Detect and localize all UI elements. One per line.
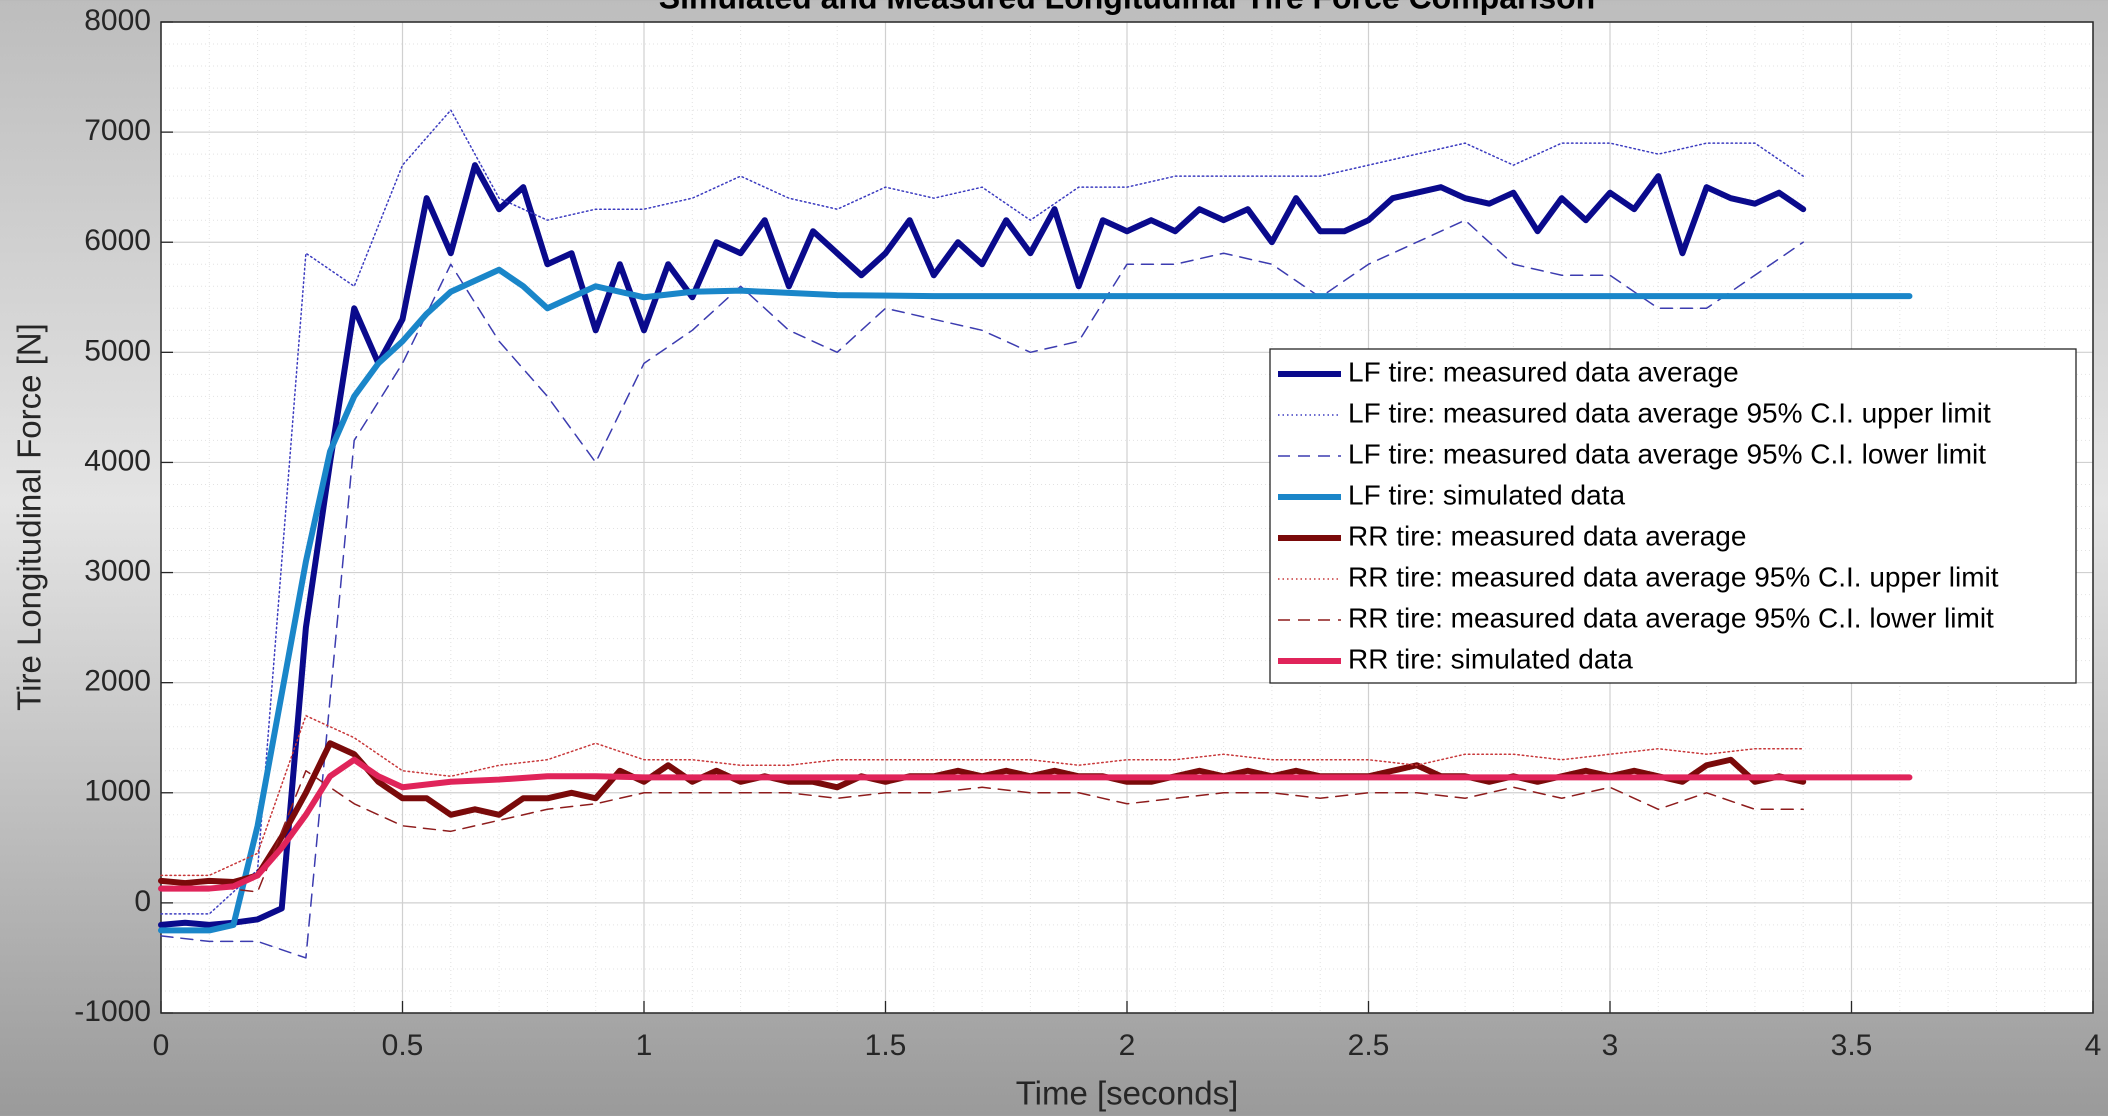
series-line [160,714,1804,877]
legend-box [1269,348,2077,684]
x-tick-label: 2 [1119,1029,1136,1062]
y-tick-label: -1000 [74,995,151,1028]
legend-label: RR tire: measured data average 95% C.I. … [1348,561,1999,592]
x-tick-label: 0 [153,1029,170,1062]
chart-title: Simulated and Measured Longitudinal Tire… [659,0,1595,15]
plot-frame [160,21,2094,1014]
legend-label: RR tire: measured data average 95% C.I. … [1348,602,1994,633]
y-tick-label: 8000 [84,4,151,37]
x-axis-label: Time [seconds] [1016,1075,1239,1112]
legend-label: RR tire: simulated data [1348,643,1633,674]
y-tick-label: 1000 [84,775,151,808]
y-tick-label: 6000 [84,224,151,257]
legend-label: LF tire: measured data average 95% C.I. … [1348,438,1986,469]
y-tick-label: 3000 [84,554,151,587]
series-line [158,162,1807,928]
y-tick-label: 7000 [84,114,151,147]
series-line [160,770,1804,893]
y-tick-label: 5000 [84,334,151,367]
x-tick-label: 4 [2085,1029,2102,1062]
series-line [158,756,1913,892]
series-line [160,109,1804,915]
legend-label: LF tire: simulated data [1348,479,1625,510]
x-tick-label: 3.5 [1831,1029,1873,1062]
legend-label: RR tire: measured data average [1348,520,1746,551]
y-tick-label: 2000 [84,665,151,698]
x-tick-label: 2.5 [1348,1029,1390,1062]
series-line [160,219,1804,959]
y-tick-label: 0 [134,885,151,918]
x-tick-label: 1.5 [865,1029,907,1062]
y-tick-label: 4000 [84,444,151,477]
x-tick-label: 0.5 [382,1029,424,1062]
x-tick-label: 3 [1602,1029,1619,1062]
legend: LF tire: measured data average LF tire: m… [1269,348,2077,684]
series-line [158,266,1913,934]
legend-label: LF tire: measured data average 95% C.I. … [1348,397,1991,428]
y-axis-label: Tire Longitudinal Force [N] [11,323,48,711]
x-tick-label: 1 [636,1029,653,1062]
legend-label: LF tire: measured data average [1348,356,1739,387]
